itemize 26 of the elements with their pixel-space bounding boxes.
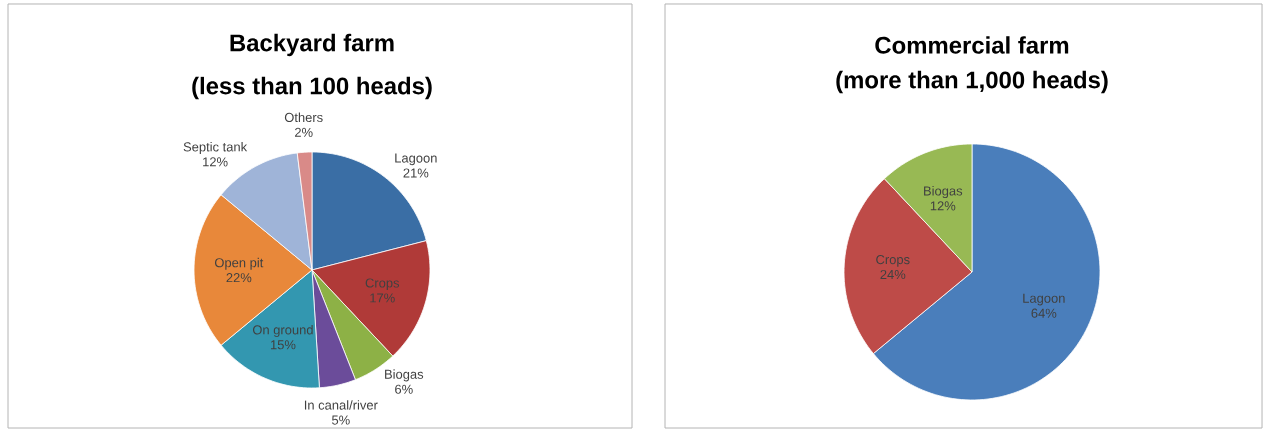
slice-label: Lagoon — [1023, 293, 1065, 306]
data-label: 64% — [1031, 308, 1057, 318]
slice-label: Crops — [365, 278, 400, 291]
slice-label: On ground — [252, 324, 313, 337]
slice-label: In canal/river — [304, 400, 378, 410]
data-label: 17% — [370, 293, 395, 303]
slice-label: Biogas — [385, 369, 424, 382]
data-label: 21% — [403, 168, 429, 178]
chart-title: Commercial farm — [875, 36, 1069, 54]
data-label: 6% — [395, 384, 413, 394]
slice-label: Others — [284, 112, 323, 122]
data-label: 12% — [203, 157, 228, 167]
data-label: 22% — [226, 273, 252, 283]
data-label: 12% — [930, 201, 956, 211]
chart-subtitle: (less than 100 heads) — [192, 76, 432, 100]
slice-label: Crops — [876, 254, 910, 267]
data-label: 24% — [880, 269, 906, 280]
data-label: 2% — [295, 127, 313, 137]
chart-subtitle: (more than 1,000 heads) — [836, 70, 1108, 94]
chart-title: Backyard farm — [230, 33, 394, 57]
data-label: 5% — [331, 415, 350, 425]
slice-label: Biogas — [924, 186, 963, 199]
data-label: 15% — [270, 340, 296, 350]
slice-label: Septic tank — [183, 141, 248, 155]
slice-label: Open pit — [214, 257, 264, 270]
slice-label: Lagoon — [395, 153, 437, 166]
